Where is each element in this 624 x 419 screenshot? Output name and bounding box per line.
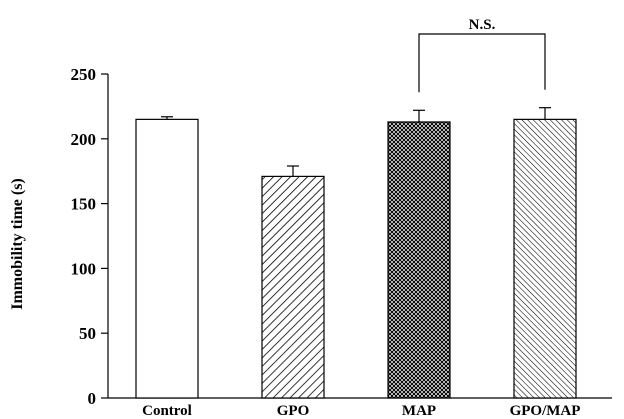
y-tick-label-250: 250: [71, 65, 97, 84]
y-tick-label-0: 0: [88, 389, 97, 408]
bar-map: [387, 121, 451, 399]
error-bars: [161, 107, 551, 177]
significance-label-0: N.S.: [469, 17, 496, 33]
bar-control: [135, 118, 199, 399]
x-tick-labels: Control GPO MAP GPO/MAP: [142, 403, 580, 419]
bar-gpo-map: [513, 118, 577, 399]
x-tick-label-0: Control: [142, 403, 192, 419]
annotations: N.S.: [418, 17, 546, 93]
bar-gpo: [261, 175, 325, 399]
bars: [135, 118, 577, 399]
significance-bracket-0: [418, 33, 546, 93]
y-tick-label-200: 200: [71, 130, 97, 149]
x-tick-label-1: GPO: [277, 403, 310, 419]
y-tick-label-50: 50: [79, 324, 96, 343]
y-ticks: 0 50 100 150 200 250: [71, 65, 108, 408]
x-tick-label-3: GPO/MAP: [510, 403, 581, 419]
y-tick-label-100: 100: [71, 259, 97, 278]
x-tick-label-2: MAP: [402, 403, 436, 419]
y-tick-label-150: 150: [71, 195, 97, 214]
y-axis-label: Immobility time (s): [9, 178, 26, 310]
